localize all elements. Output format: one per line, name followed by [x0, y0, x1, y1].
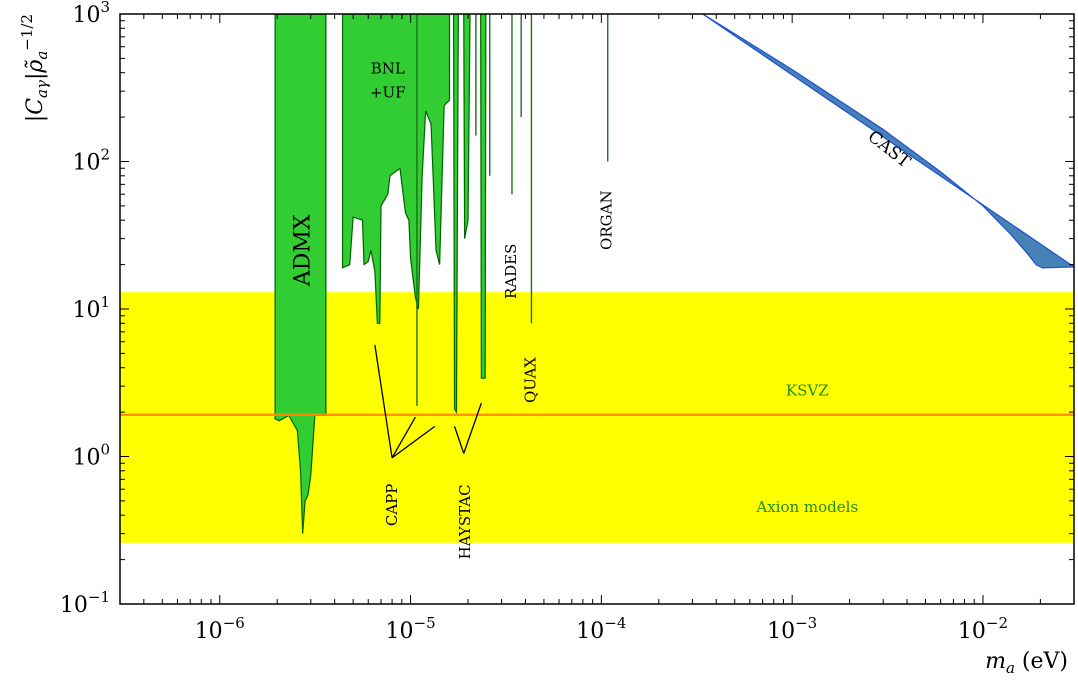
annotation-layer: KSVZ Axion models ADMX BNL +UF CAPP HAYSTAC RAD… [291, 60, 915, 560]
x-tick-label: 10−2 [958, 614, 1008, 644]
x-axis-title: ma (eV) [985, 649, 1068, 677]
y-tick-label: 102 [72, 146, 110, 176]
series-bnl-uf [341, 14, 451, 324]
pointer-line-4 [453, 426, 465, 454]
plot-area [120, 14, 1074, 543]
series-haystac [452, 14, 459, 415]
annotation-uf: +UF [370, 83, 406, 101]
axis-title-layer: ma (eV) |Caγ|ρ̃a−1/2 [18, 14, 1068, 677]
y-tick-label: 101 [72, 293, 110, 323]
series-haystac-2 [463, 14, 471, 239]
axion-models-band [120, 292, 1074, 543]
x-tick-label: 10−3 [767, 614, 817, 644]
x-tick-label: 10−4 [576, 614, 626, 644]
pointer-line-3 [391, 425, 436, 459]
y-tick-label: 100 [72, 441, 110, 471]
annotation-bnl: BNL [371, 60, 405, 78]
annotation-organ: ORGAN [598, 190, 616, 250]
x-tick-label: 10−5 [386, 614, 436, 644]
y-axis-title: |Caγ|ρ̃a−1/2 [18, 14, 51, 122]
annotation-rades: RADES [502, 244, 520, 299]
pointer-line-1 [374, 344, 393, 458]
pointer-line-5 [463, 402, 482, 454]
annotation-haystac: HAYSTAC [456, 484, 474, 559]
y-tick-label: 103 [72, 0, 110, 28]
annotation-quax: QUAX [521, 357, 539, 403]
x-tick-label: 10−6 [195, 614, 245, 644]
tick-layer: 10−6 10−5 10−4 10−3 10−2 10−1 100 101 102 103 [60, 0, 1075, 644]
axion-models-label: Axion models [755, 498, 858, 516]
pointer-line-2 [391, 416, 416, 459]
series-cast [702, 14, 1074, 269]
annotation-admx: ADMX [291, 214, 316, 287]
y-tick-label: 10−1 [60, 588, 110, 618]
ksvz-label: KSVZ [786, 381, 829, 399]
annotation-capp: CAPP [383, 484, 401, 527]
series-haystac-3 [480, 14, 487, 379]
